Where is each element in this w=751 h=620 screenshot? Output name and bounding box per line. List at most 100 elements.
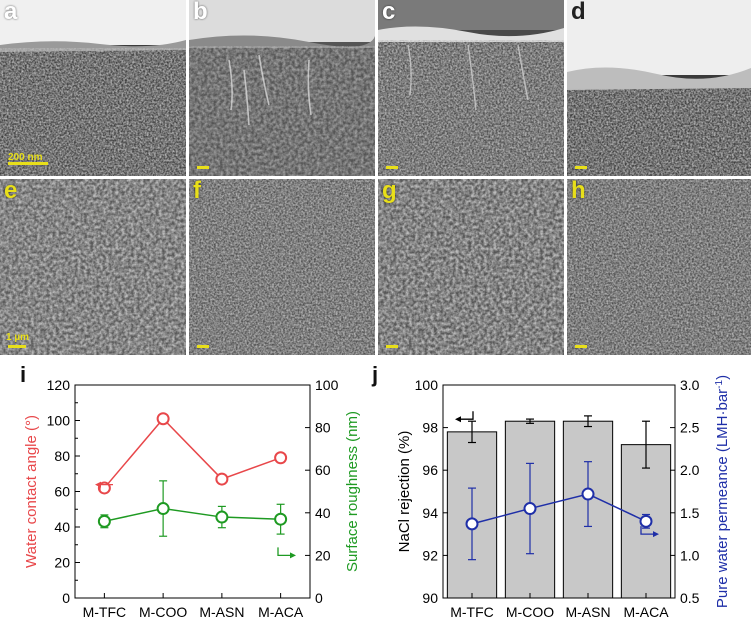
x-tick-label: M-TFC xyxy=(450,604,494,620)
plot-frame xyxy=(442,384,676,599)
left-axis-arrowhead xyxy=(455,416,461,423)
chart-i: 0 20 40 60 80 100 120 0 20 40 60 80 100 M-TFC M-COO M-A… xyxy=(23,377,361,620)
sem-panel-f: f xyxy=(189,179,375,355)
sem-panel-a: a 200 nm xyxy=(0,0,186,176)
sem-panel-c: c xyxy=(378,0,564,176)
scale-bar-c xyxy=(386,166,398,169)
permeance-point xyxy=(523,502,537,516)
chart-label-i: i xyxy=(20,362,27,387)
panel-label-f: f xyxy=(193,179,201,204)
sem-panel-d: d xyxy=(567,0,751,176)
y-tick-label: 80 xyxy=(54,448,70,464)
scale-text-a: 200 nm xyxy=(8,152,43,163)
y-tick-label: 100 xyxy=(415,377,439,393)
y-tick-label: 40 xyxy=(54,519,70,535)
scale-bar-f xyxy=(197,345,209,348)
roughness-line xyxy=(104,507,281,523)
sem-panel-e: e 1 µm xyxy=(0,179,186,355)
y2-tick-label: 0 xyxy=(315,590,323,606)
scale-bar-g xyxy=(386,345,398,348)
left-axis-arrow xyxy=(461,411,474,420)
scale-bar-d xyxy=(575,166,587,169)
y2-tick-label: 0.5 xyxy=(680,590,700,606)
sem-panel-g: g xyxy=(378,179,564,355)
permeance-line xyxy=(471,493,647,525)
y-tick-label: 120 xyxy=(47,377,71,393)
contact-angle-point xyxy=(274,451,288,465)
y2-tick-label: 1.0 xyxy=(680,547,700,563)
y2-axis-label: Surface roughness (nm) xyxy=(344,411,361,572)
y2-tick-label: 100 xyxy=(315,377,339,393)
y2-tick-label: 20 xyxy=(315,547,331,563)
y-tick-label: 90 xyxy=(422,590,438,606)
x-tick-label: M-ASN xyxy=(565,604,610,620)
x-tick-label: M-COO xyxy=(506,604,554,620)
y-tick-label: 100 xyxy=(47,413,71,429)
y-tick-label: 60 xyxy=(54,484,70,500)
panel-label-d: d xyxy=(571,0,586,25)
y-tick-label: 20 xyxy=(54,555,70,571)
contact-angle-point xyxy=(215,472,229,486)
y2-tick-label: 80 xyxy=(315,420,331,436)
panel-label-h: h xyxy=(571,179,586,204)
y2-axis-label-sup: -1 xyxy=(714,379,725,388)
roughness-point xyxy=(215,510,229,524)
x-tick-label: M-TFC xyxy=(83,604,127,620)
y-tick-label: 92 xyxy=(422,547,438,563)
right-axis-arrowhead xyxy=(290,552,296,559)
sem-image-a xyxy=(0,0,186,176)
sem-panel-h: h xyxy=(567,179,751,355)
y-axis-label: NaCl rejection (%) xyxy=(396,431,413,553)
left-axis-arrowhead xyxy=(95,481,101,488)
chart-label-j: j xyxy=(372,362,379,387)
right-axis-arrowhead xyxy=(653,531,659,538)
x-tick-label: M-ACA xyxy=(258,604,304,620)
y-tick-label: 96 xyxy=(422,462,438,478)
permeance-point xyxy=(465,517,479,531)
y-tick-label: 0 xyxy=(62,590,70,606)
y2-tick-label: 60 xyxy=(315,462,331,478)
sem-image-c xyxy=(378,0,564,176)
contact-angle-line xyxy=(103,417,281,489)
plot-frame xyxy=(74,384,311,599)
sem-panel-b: b xyxy=(189,0,375,176)
permeance-point xyxy=(639,514,653,528)
x-tick-label: M-ACA xyxy=(623,604,669,620)
panel-label-a: a xyxy=(4,0,18,25)
sem-image-h xyxy=(567,179,751,355)
x-tick-label: M-COO xyxy=(139,604,187,620)
panel-label-e: e xyxy=(4,179,18,204)
right-axis-arrow xyxy=(277,547,290,557)
y-tick-label: 98 xyxy=(422,420,438,436)
y2-tick-label: 3.0 xyxy=(680,377,700,393)
y2-axis-label: Pure water permeance (LMH·bar-1) xyxy=(714,375,732,608)
y-axis-label: Water contact angle (°) xyxy=(23,415,40,568)
right-axis-arrow xyxy=(640,526,653,535)
y-tick-label: 94 xyxy=(422,505,438,521)
panel-label-b: b xyxy=(193,0,208,25)
y2-tick-label: 40 xyxy=(315,505,331,521)
sem-image-g xyxy=(378,179,564,355)
permeance-point xyxy=(581,487,595,501)
sem-image-d xyxy=(567,0,751,176)
sem-image-e xyxy=(0,179,186,355)
y2-tick-label: 1.5 xyxy=(680,505,700,521)
scale-bar-e xyxy=(8,345,26,348)
y2-tick-label: 2.5 xyxy=(680,420,700,436)
panel-label-c: c xyxy=(382,0,396,25)
roughness-point xyxy=(274,512,288,526)
chart-j: 90 92 94 96 98 100 0.5 1.0 1.5 2.0 2.5 3.0 M-TFC M-CO… xyxy=(396,375,732,620)
contact-angle-point xyxy=(156,412,170,426)
sem-image-b xyxy=(189,0,375,176)
roughness-point xyxy=(156,502,170,516)
y2-axis-label-end: ) xyxy=(714,375,731,380)
y2-tick-label: 2.0 xyxy=(680,462,700,478)
scale-bar-h xyxy=(575,345,587,348)
roughness-point xyxy=(97,514,111,528)
x-tick-label: M-ASN xyxy=(199,604,244,620)
scale-bar-a xyxy=(8,162,48,165)
scale-text-e: 1 µm xyxy=(6,332,29,343)
y2-axis-label-main: Pure water permeance (LMH·bar xyxy=(714,389,731,608)
scale-bar-b xyxy=(197,166,209,169)
panel-label-g: g xyxy=(382,179,397,204)
